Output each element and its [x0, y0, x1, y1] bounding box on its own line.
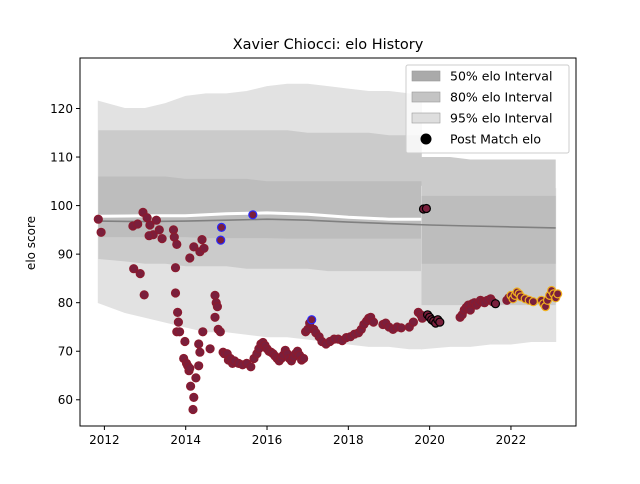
elo-point [185, 253, 195, 263]
legend-swatch [411, 112, 441, 124]
plot-frame [79, 57, 577, 427]
y-tick-label: 80 [58, 296, 73, 310]
elo-point [189, 242, 199, 252]
y-tick-label: 70 [58, 345, 73, 359]
elo-point [299, 353, 309, 364]
elo-point [157, 234, 167, 244]
y-tick-label: 120 [50, 102, 73, 116]
elo-point [435, 317, 445, 327]
elo-point [307, 315, 317, 325]
legend-label: 50% elo Interval [450, 69, 552, 84]
elo-point [133, 219, 143, 229]
elo-point [553, 289, 563, 299]
elo-point [408, 317, 418, 327]
elo-point [173, 307, 183, 317]
elo-point [528, 297, 538, 307]
elo-point [194, 361, 204, 371]
y-tick-label: 100 [50, 199, 73, 213]
elo-point [144, 231, 154, 241]
x-axis: 2012 2014 2016 2018 2020 2022 [89, 426, 526, 447]
elo-point [368, 317, 379, 327]
elo-point [197, 235, 207, 245]
elo-point [216, 235, 226, 245]
legend-box [405, 64, 570, 154]
legend-label: 95% elo Interval [450, 111, 552, 126]
elo-point [189, 392, 199, 402]
chart-title: Xavier Chiocci: elo History [233, 37, 424, 53]
post-match-points [93, 203, 563, 415]
elo-point [175, 327, 185, 337]
y-axis-label: elo score [24, 216, 38, 270]
elo-point [205, 344, 215, 354]
elo-point [210, 290, 220, 300]
legend-swatch [411, 91, 441, 103]
elo-point [198, 327, 208, 337]
x-tick-label: 2022 [496, 433, 527, 447]
band-50-new [421, 195, 556, 264]
elo-point [210, 312, 220, 322]
elo-point [173, 317, 183, 327]
legend-marker [420, 133, 432, 145]
elo-point [139, 290, 149, 300]
legend-swatch [411, 70, 441, 82]
legend-label: Post Match elo [450, 132, 541, 147]
elo-point [191, 373, 201, 383]
y-tick-label: 90 [58, 247, 73, 261]
elo-point [172, 239, 182, 249]
elo-point [248, 210, 258, 220]
elo-point [93, 214, 103, 224]
elo-point [96, 227, 106, 237]
legend: 50% elo Interval 80% elo Interval 95% elo … [405, 64, 570, 154]
y-axis: 60 70 80 90 100 110 120 [50, 102, 80, 407]
elo-point [246, 362, 256, 372]
elo-point [212, 302, 222, 312]
elo-point [216, 222, 227, 232]
elo-point [194, 339, 204, 349]
elo-point [180, 336, 190, 347]
y-tick-label: 110 [50, 150, 73, 164]
legend-label: 80% elo Interval [450, 90, 552, 105]
elo-point [135, 269, 145, 279]
elo-point [199, 243, 209, 253]
elo-point [396, 323, 406, 333]
elo-point [170, 288, 181, 298]
x-tick-label: 2020 [414, 433, 445, 447]
x-tick-label: 2018 [333, 433, 364, 447]
elo-point [154, 225, 164, 235]
elo-point [185, 363, 195, 373]
band-50-old [98, 176, 422, 239]
elo-point [421, 203, 431, 214]
elo-point [195, 347, 205, 357]
elo-point [215, 327, 225, 337]
y-tick-label: 60 [58, 393, 73, 407]
x-tick-label: 2012 [89, 433, 120, 447]
x-tick-label: 2016 [252, 433, 283, 447]
interval-bands [97, 83, 557, 350]
elo-point [145, 220, 155, 230]
elo-point [490, 299, 501, 309]
white-reference-line [98, 211, 422, 221]
elo-point [186, 381, 196, 391]
x-tick-label: 2014 [170, 433, 201, 447]
interval-lines [98, 211, 556, 229]
elo-point [129, 264, 139, 274]
elo-point [170, 263, 181, 273]
elo-point [188, 404, 198, 415]
elo-point [151, 215, 161, 225]
median-elo-line [98, 218, 556, 229]
